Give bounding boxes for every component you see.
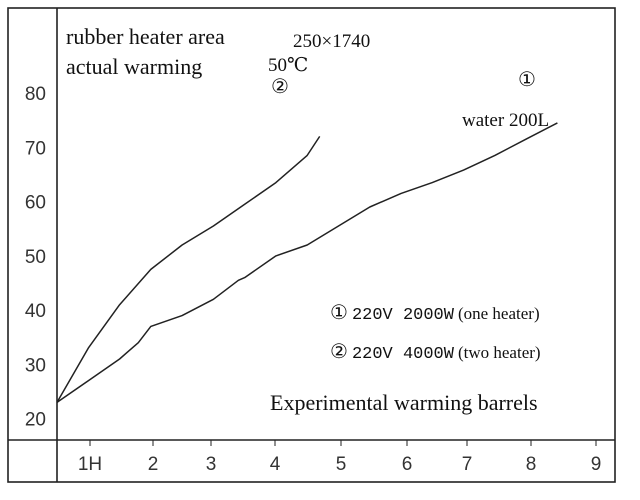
y-axis-ticks: 20 30 40 50 60 70 80 (25, 84, 46, 431)
legend-two-note: (two heater) (457, 343, 541, 362)
y-tick-label: 60 (25, 193, 46, 214)
legend-two-spec: 220V 4000W (351, 345, 454, 364)
x-tick-label: 1H (78, 454, 102, 475)
legend-entry-two: ② 220V 4000W (two heater) (330, 341, 541, 363)
series-line-2 (56, 135, 321, 403)
legend-one-spec: 220V 2000W (351, 306, 454, 325)
x-tick-label: 4 (270, 454, 281, 475)
warming-label: actual warming (66, 54, 203, 79)
y-tick-label: 80 (25, 84, 46, 105)
y-tick-label: 50 (25, 247, 46, 268)
chart-title: Experimental warming barrels (270, 390, 538, 415)
x-tick-label: 8 (526, 454, 537, 475)
legend-two-marker: ② (330, 339, 348, 363)
y-tick-label: 70 (25, 138, 46, 159)
legend-one-marker: ① (330, 300, 348, 324)
legend-one-note: (one heater) (457, 304, 540, 323)
series-group (56, 122, 558, 404)
warming-value: 50℃ (268, 55, 309, 76)
water-volume-label: water 200L (462, 110, 550, 131)
x-tick-label: 9 (591, 454, 602, 475)
series-two-end-marker: ② (271, 74, 289, 98)
y-tick-label: 20 (25, 410, 46, 431)
outer-frame (7, 7, 616, 483)
heater-area-label: rubber heater area (66, 24, 225, 49)
x-tick-label: 7 (462, 454, 473, 475)
heater-area-value: 250×1740 (293, 31, 371, 52)
legend-entry-one: ① 220V 2000W (one heater) (330, 302, 540, 324)
series-one-end-marker: ① (518, 67, 536, 91)
series-line-1 (56, 122, 558, 404)
x-tick-label: 2 (148, 454, 159, 475)
chart-frame (7, 7, 616, 483)
x-axis-ticks: 1H 2 3 4 5 6 7 8 9 (78, 440, 601, 475)
x-tick-label: 3 (206, 454, 217, 475)
x-tick-label: 6 (402, 454, 413, 475)
x-tick-label: 5 (336, 454, 347, 475)
y-tick-label: 30 (25, 355, 46, 376)
y-tick-label: 40 (25, 301, 46, 322)
